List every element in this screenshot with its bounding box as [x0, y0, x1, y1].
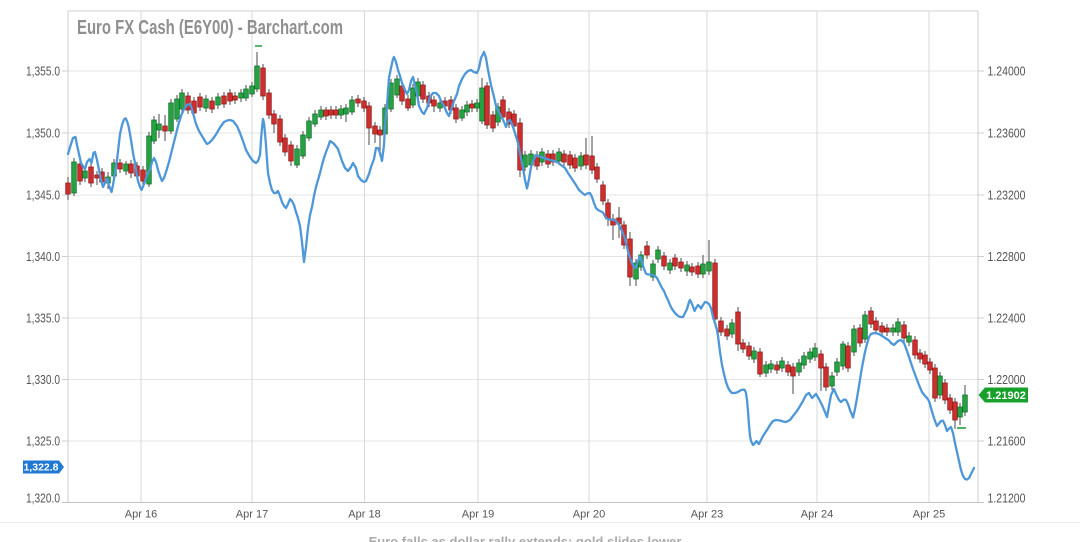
- svg-text:Euro falls as dollar rally ext: Euro falls as dollar rally extends; gold…: [369, 534, 682, 542]
- svg-text:1.23200: 1.23200: [988, 189, 1026, 203]
- svg-text:1.23600: 1.23600: [988, 127, 1026, 141]
- svg-text:1,335.0: 1,335.0: [26, 312, 60, 326]
- svg-text:1.22400: 1.22400: [988, 312, 1026, 326]
- svg-text:Euro FX Cash (E6Y00) - Barchar: Euro FX Cash (E6Y00) - Barchart.com: [77, 17, 343, 39]
- svg-text:Apr 16: Apr 16: [125, 509, 157, 521]
- svg-text:1,330.0: 1,330.0: [26, 373, 60, 387]
- svg-text:1,350.0: 1,350.0: [26, 127, 60, 141]
- svg-text:1.21200: 1.21200: [988, 492, 1026, 506]
- svg-text:1.21600: 1.21600: [988, 435, 1026, 449]
- svg-text:Apr 20: Apr 20: [573, 509, 605, 521]
- svg-text:Apr 25: Apr 25: [913, 509, 945, 521]
- svg-text:1,340.0: 1,340.0: [26, 250, 60, 264]
- svg-text:1.24000: 1.24000: [988, 65, 1026, 79]
- svg-text:1,322.8: 1,322.8: [23, 462, 58, 474]
- svg-text:1.22000: 1.22000: [988, 373, 1026, 387]
- svg-text:1,325.0: 1,325.0: [26, 435, 60, 449]
- svg-text:Apr 19: Apr 19: [462, 509, 494, 521]
- svg-text:1,345.0: 1,345.0: [26, 189, 60, 203]
- svg-text:1.21902: 1.21902: [986, 390, 1026, 402]
- svg-text:1.22800: 1.22800: [988, 250, 1026, 264]
- svg-text:1,355.0: 1,355.0: [26, 65, 60, 79]
- svg-text:Apr 23: Apr 23: [691, 509, 723, 521]
- svg-text:Apr 24: Apr 24: [801, 509, 833, 521]
- svg-text:1,320.0: 1,320.0: [26, 492, 60, 506]
- svg-text:Apr 17: Apr 17: [236, 509, 268, 521]
- svg-text:Apr 18: Apr 18: [348, 509, 380, 521]
